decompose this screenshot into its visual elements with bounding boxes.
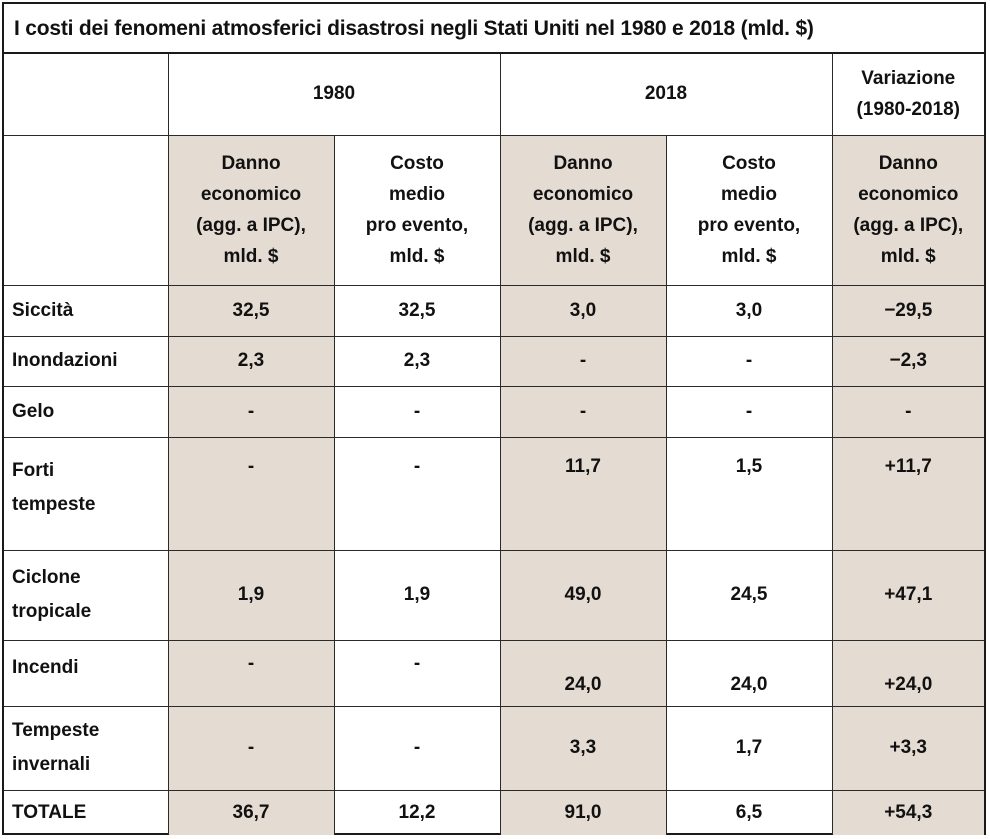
year-header-row: 1980 2018 Variazione (1980-2018) <box>4 54 984 136</box>
row-label-line: Tempeste <box>12 720 100 741</box>
table-row: Forti tempeste - - 11,7 1,5 +11,7 <box>4 436 984 551</box>
subheader-line: economico <box>858 184 959 205</box>
table-cell: −29,5 <box>831 284 984 337</box>
table-cell: 2,3 <box>167 335 335 387</box>
table-cell: 3,3 <box>499 705 667 791</box>
subheader-corner-cell <box>4 134 169 286</box>
total-cell: 12,2 <box>333 789 501 835</box>
subheader-line: economico <box>200 184 302 205</box>
table-row: Incendi - - 24,0 24,0 +24,0 <box>4 639 984 707</box>
subheader-line: mld. $ <box>555 246 611 267</box>
table-cell: - <box>665 385 833 438</box>
subheader-line: mld. $ <box>721 246 777 267</box>
row-label-line: invernali <box>12 754 91 775</box>
table-cell: 24,0 <box>499 639 667 707</box>
row-label-line: Forti <box>12 459 55 481</box>
total-row: TOTALE 36,7 12,2 91,0 6,5 +54,3 <box>4 789 984 835</box>
subheader-line: pro evento, <box>697 215 801 236</box>
row-label: Incendi <box>4 639 169 707</box>
row-label: Gelo <box>4 385 169 438</box>
subheader-line: mld. $ <box>223 246 279 267</box>
cost-table: 1980 2018 Variazione (1980-2018) Danno e… <box>4 54 984 835</box>
total-cell: 91,0 <box>499 789 667 835</box>
subheader-line: Danno <box>221 153 281 174</box>
table-cell: - <box>167 705 335 791</box>
subheader-costo-1980: Costo medio pro evento, mld. $ <box>333 134 501 286</box>
variation-header-line-2: (1980-2018) <box>856 99 961 121</box>
subheader-line: medio <box>721 184 777 205</box>
subheader-line: economico <box>532 184 634 205</box>
table-row: Siccità 32,5 32,5 3,0 3,0 −29,5 <box>4 284 984 337</box>
table-cell: 3,0 <box>499 284 667 337</box>
total-cell: 36,7 <box>167 789 335 835</box>
table-cell: - <box>333 705 501 791</box>
variation-header: Variazione (1980-2018) <box>831 54 984 136</box>
year-1980-header: 1980 <box>167 54 501 136</box>
table-cell: 1,5 <box>665 436 833 551</box>
table-cell: 3,0 <box>665 284 833 337</box>
table-row: Gelo - - - - - <box>4 385 984 438</box>
table-cell: - <box>665 335 833 387</box>
subheader-costo-2018: Costo medio pro evento, mld. $ <box>665 134 833 286</box>
table-cell: 1,9 <box>333 549 501 641</box>
table-cell: - <box>167 639 335 707</box>
total-cell: +54,3 <box>831 789 984 835</box>
table-cell: 1,7 <box>665 705 833 791</box>
row-label-line: tropicale <box>12 601 92 622</box>
row-label: Inondazioni <box>4 335 169 387</box>
subheader-line: (agg. a IPC), <box>196 215 306 236</box>
row-label: Siccità <box>4 284 169 337</box>
table-cell: 32,5 <box>167 284 335 337</box>
subheader-line: Costo <box>390 153 444 174</box>
table-cell: - <box>499 335 667 387</box>
table-cell: - <box>333 436 501 551</box>
subheader-line: (agg. a IPC), <box>528 215 638 236</box>
row-label-line: Ciclone <box>12 567 81 588</box>
subheader-line: mld. $ <box>389 246 445 267</box>
table-cell: - <box>499 385 667 438</box>
table-cell: - <box>167 385 335 438</box>
table-cell: 32,5 <box>333 284 501 337</box>
total-label: TOTALE <box>4 789 169 835</box>
subheader-line: medio <box>389 184 445 205</box>
subheader-line: pro evento, <box>365 215 469 236</box>
total-cell: 6,5 <box>665 789 833 835</box>
year-2018-header: 2018 <box>499 54 833 136</box>
table-cell: 24,5 <box>665 549 833 641</box>
table-cell: +24,0 <box>831 639 984 707</box>
table-cell: 11,7 <box>499 436 667 551</box>
table-cell: +47,1 <box>831 549 984 641</box>
table-row: Tempeste invernali - - 3,3 1,7 +3,3 <box>4 705 984 791</box>
table-cell: - <box>333 639 501 707</box>
table-row: Inondazioni 2,3 2,3 - - −2,3 <box>4 335 984 387</box>
subheader-danno-variation: Danno economico (agg. a IPC), mld. $ <box>831 134 984 286</box>
table-cell: +11,7 <box>831 436 984 551</box>
subheader-row: Danno economico (agg. a IPC), mld. $ Cos… <box>4 134 984 286</box>
corner-cell <box>4 54 169 136</box>
table-cell: - <box>167 436 335 551</box>
variation-header-line-1: Variazione <box>861 68 956 90</box>
table-cell: - <box>831 385 984 438</box>
subheader-line: (agg. a IPC), <box>853 215 964 236</box>
subheader-line: Costo <box>722 153 776 174</box>
row-label: Ciclone tropicale <box>4 549 169 641</box>
row-label-line: tempeste <box>12 493 96 515</box>
table-cell: 2,3 <box>333 335 501 387</box>
table-title: I costi dei fenomeni atmosferici disastr… <box>4 4 984 54</box>
table-cell: - <box>333 385 501 438</box>
subheader-line: Danno <box>878 153 938 174</box>
table-cell: 24,0 <box>665 639 833 707</box>
subheader-danno-1980: Danno economico (agg. a IPC), mld. $ <box>167 134 335 286</box>
table-cell: +3,3 <box>831 705 984 791</box>
table-row: Ciclone tropicale 1,9 1,9 49,0 24,5 +47,… <box>4 549 984 641</box>
row-label: Tempeste invernali <box>4 705 169 791</box>
subheader-line: Danno <box>553 153 613 174</box>
subheader-danno-2018: Danno economico (agg. a IPC), mld. $ <box>499 134 667 286</box>
table-cell: 49,0 <box>499 549 667 641</box>
table-cell: 1,9 <box>167 549 335 641</box>
row-label: Forti tempeste <box>4 436 169 551</box>
table-cell: −2,3 <box>831 335 984 387</box>
subheader-line: mld. $ <box>880 246 936 267</box>
